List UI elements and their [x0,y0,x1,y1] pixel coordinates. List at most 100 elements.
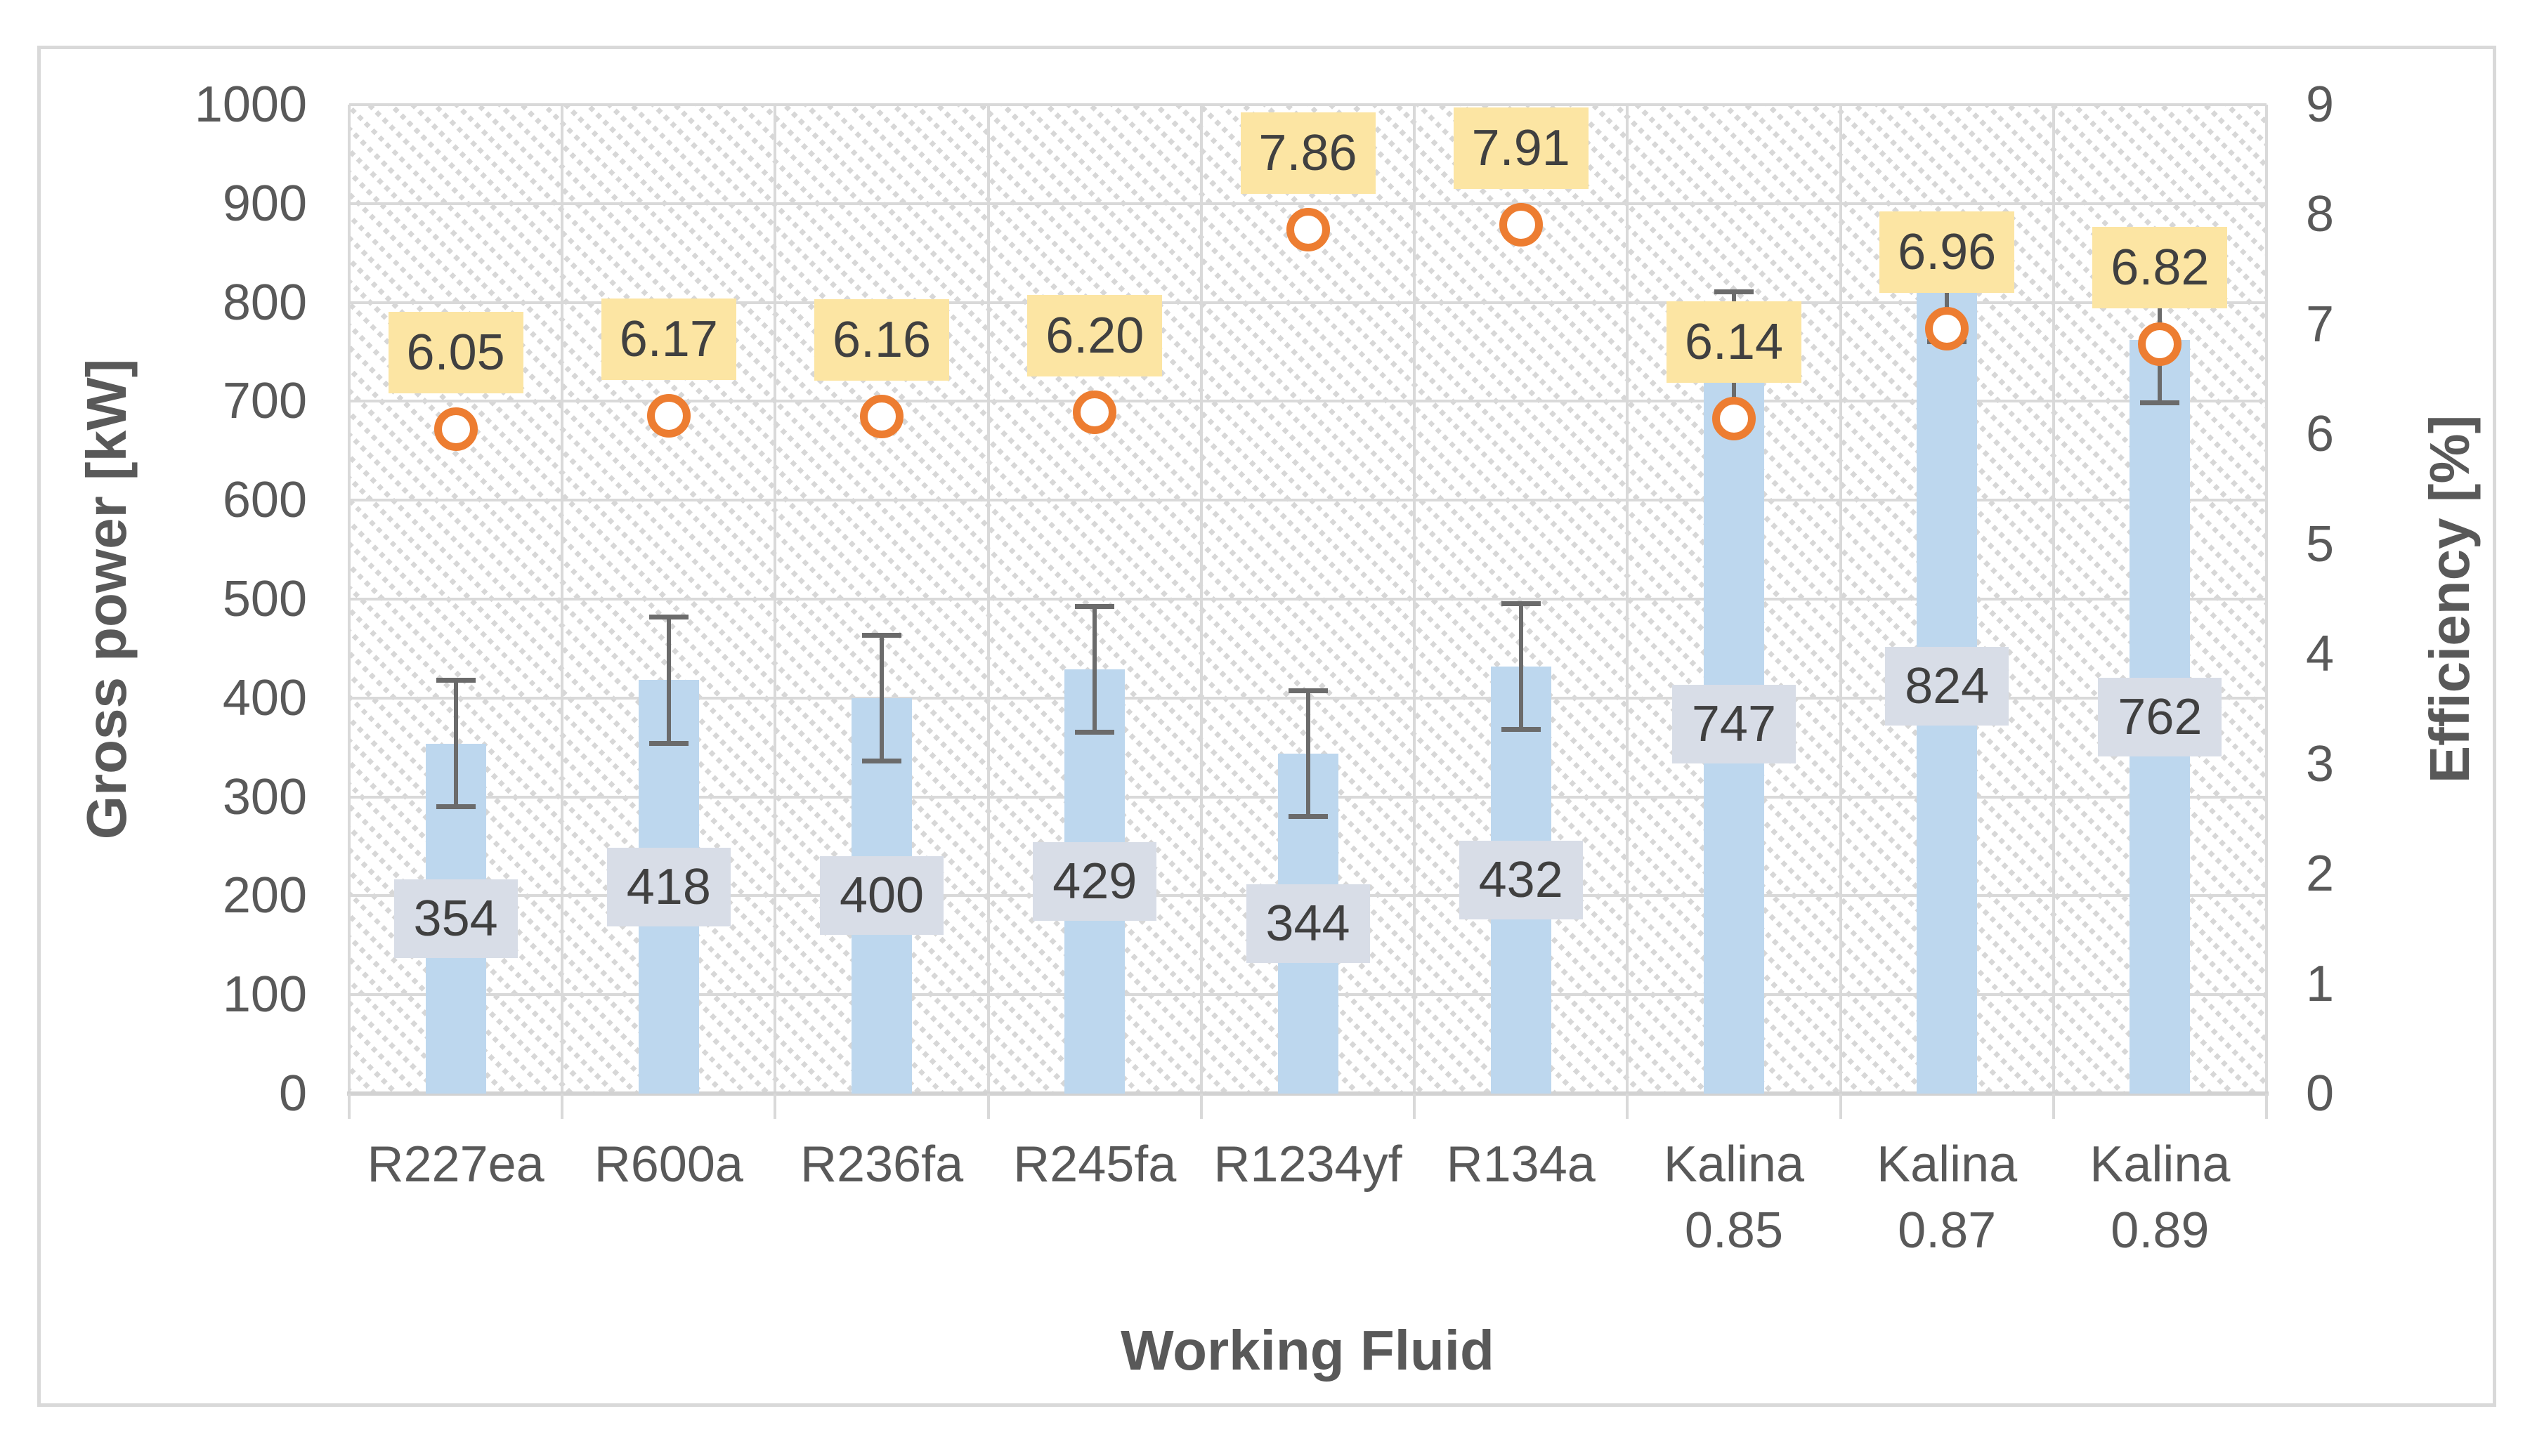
error-bar-cap [1501,601,1541,606]
category-tick [348,1094,351,1119]
efficiency-value-label: 6.16 [814,299,950,381]
category-label: R245fa [1013,1136,1177,1193]
h-gridline [349,598,2267,601]
efficiency-value-label: 6.20 [1027,295,1163,377]
error-bar-cap [862,632,902,638]
left-axis-title: Gross power [kW] [75,358,138,840]
left-tick-label: 300 [222,768,307,825]
error-bar-cap [1501,726,1541,732]
category-label: R236fa [800,1136,964,1193]
category-tick [1199,1094,1203,1119]
efficiency-value-label: 6.96 [1879,211,2015,294]
efficiency-marker [860,395,904,439]
v-gridline [1199,105,1203,1094]
category-label: R1234yf [1213,1136,1402,1193]
v-gridline [1413,105,1416,1094]
right-tick-label: 5 [2306,516,2335,572]
h-gridline [349,202,2267,205]
category-tick [561,1094,564,1119]
power-value-label: 747 [1671,685,1796,764]
error-bar-cap [648,615,689,620]
left-tick-label: 100 [222,966,307,1023]
efficiency-marker [646,393,691,438]
category-label: 0.89 [2111,1202,2210,1259]
category-tick [2265,1094,2268,1119]
category-label: Kalina [1663,1136,1805,1193]
v-gridline [774,105,777,1094]
h-gridline [349,103,2267,106]
efficiency-marker [1073,391,1117,435]
power-value-label: 400 [820,856,944,936]
category-tick [1839,1094,1842,1119]
error-bar-cap [1288,688,1328,693]
error-bar-cap [436,678,476,683]
power-value-label: 824 [1885,646,2009,726]
right-tick-label: 9 [2306,77,2335,133]
h-gridline [349,400,2267,403]
efficiency-marker [1499,202,1543,247]
v-gridline [561,105,564,1094]
v-gridline [2052,105,2055,1094]
category-tick [986,1094,990,1119]
right-tick-label: 2 [2306,846,2335,903]
left-tick-label: 900 [222,175,307,232]
right-tick-label: 4 [2306,626,2335,683]
x-axis-line [347,1091,2269,1096]
error-bar-line [1305,690,1310,817]
left-tick-label: 800 [222,274,307,331]
error-bar-line [1518,603,1523,730]
left-tick-label: 200 [222,867,307,924]
right-tick-label: 3 [2306,735,2335,792]
category-label: 0.85 [1684,1202,1783,1259]
efficiency-value-label: 6.82 [2092,227,2228,309]
category-label: Kalina [1877,1136,2018,1193]
v-gridline [986,105,990,1094]
error-bar-line [880,634,885,761]
power-value-label: 429 [1033,841,1157,921]
left-tick-label: 400 [222,669,307,726]
error-bar-line [1093,605,1097,733]
category-label: R134a [1446,1136,1596,1193]
category-label: R600a [594,1136,743,1193]
power-value-label: 344 [1246,884,1370,963]
category-label: Kalina [2089,1136,2231,1193]
efficiency-marker [1286,208,1330,252]
right-tick-label: 0 [2306,1065,2335,1122]
right-tick-label: 6 [2306,406,2335,463]
efficiency-value-label: 6.17 [601,298,736,380]
error-bar-cap [862,758,902,763]
category-label: R227ea [367,1136,544,1193]
efficiency-marker [433,407,478,451]
left-tick-label: 600 [222,472,307,529]
power-value-label: 418 [606,847,731,926]
left-tick-label: 700 [222,373,307,430]
power-value-label: 354 [393,879,518,958]
error-bar-cap [1288,813,1328,819]
v-gridline [1626,105,1629,1094]
category-tick [774,1094,777,1119]
left-tick-label: 500 [222,571,307,627]
power-value-label: 762 [2098,677,2222,756]
right-axis-title: Efficiency [%] [2418,414,2481,784]
error-bar-line [666,617,671,744]
error-bar-cap [2140,400,2180,406]
efficiency-marker [1711,397,1756,441]
error-bar-cap [1075,603,1115,609]
error-bar-cap [1714,289,1754,295]
category-tick [1413,1094,1416,1119]
efficiency-marker [2138,322,2182,367]
v-gridline [1839,105,1842,1094]
category-tick [2052,1094,2055,1119]
h-gridline [349,301,2267,304]
error-bar-cap [436,804,476,809]
error-bar-cap [648,740,689,746]
v-gridline [2265,105,2268,1094]
x-axis-title: Working Fluid [1121,1319,1494,1382]
h-gridline [349,499,2267,502]
efficiency-value-label: 7.91 [1453,107,1589,189]
right-tick-label: 8 [2306,186,2335,243]
left-tick-label: 1000 [194,77,307,133]
efficiency-value-label: 6.14 [1666,301,1801,383]
v-gridline [348,105,351,1094]
